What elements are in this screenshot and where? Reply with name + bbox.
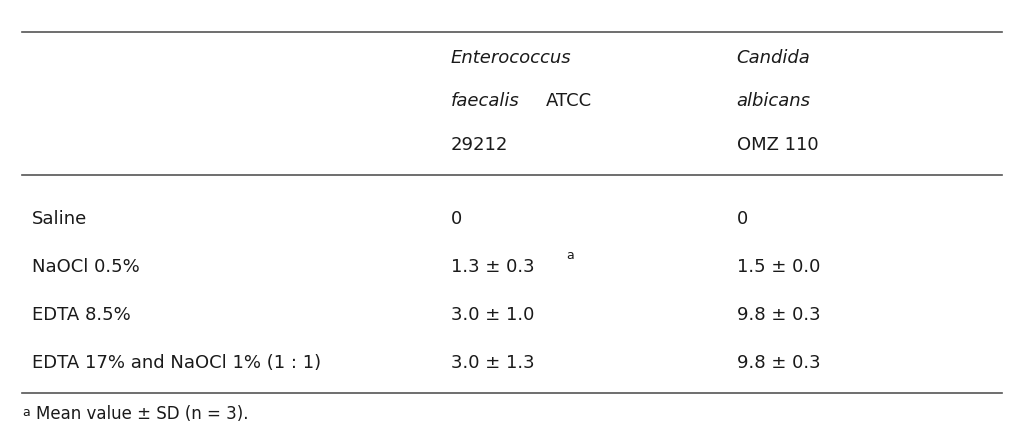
Text: 1.3 ± 0.3: 1.3 ± 0.3 — [451, 258, 535, 276]
Text: Candida: Candida — [736, 49, 810, 67]
Text: EDTA 17% and NaOCl 1% (1 : 1): EDTA 17% and NaOCl 1% (1 : 1) — [32, 353, 322, 371]
Text: a: a — [566, 250, 573, 262]
Text: 3.0 ± 1.0: 3.0 ± 1.0 — [451, 306, 535, 324]
Text: 0: 0 — [736, 210, 748, 228]
Text: 9.8 ± 0.3: 9.8 ± 0.3 — [736, 353, 820, 371]
Text: 0: 0 — [451, 210, 462, 228]
Text: a: a — [22, 406, 30, 419]
Text: OMZ 110: OMZ 110 — [736, 136, 818, 154]
Text: ATCC: ATCC — [546, 92, 592, 110]
Text: faecalis: faecalis — [451, 92, 519, 110]
Text: albicans: albicans — [736, 92, 811, 110]
Text: Saline: Saline — [32, 210, 87, 228]
Text: 1.5 ± 0.0: 1.5 ± 0.0 — [736, 258, 820, 276]
Text: EDTA 8.5%: EDTA 8.5% — [32, 306, 131, 324]
Text: Mean value ± SD (n = 3).: Mean value ± SD (n = 3). — [36, 405, 249, 423]
Text: Enterococcus: Enterococcus — [451, 49, 571, 67]
Text: 9.8 ± 0.3: 9.8 ± 0.3 — [736, 306, 820, 324]
Text: 3.0 ± 1.3: 3.0 ± 1.3 — [451, 353, 535, 371]
Text: 29212: 29212 — [451, 136, 508, 154]
Text: NaOCl 0.5%: NaOCl 0.5% — [32, 258, 139, 276]
